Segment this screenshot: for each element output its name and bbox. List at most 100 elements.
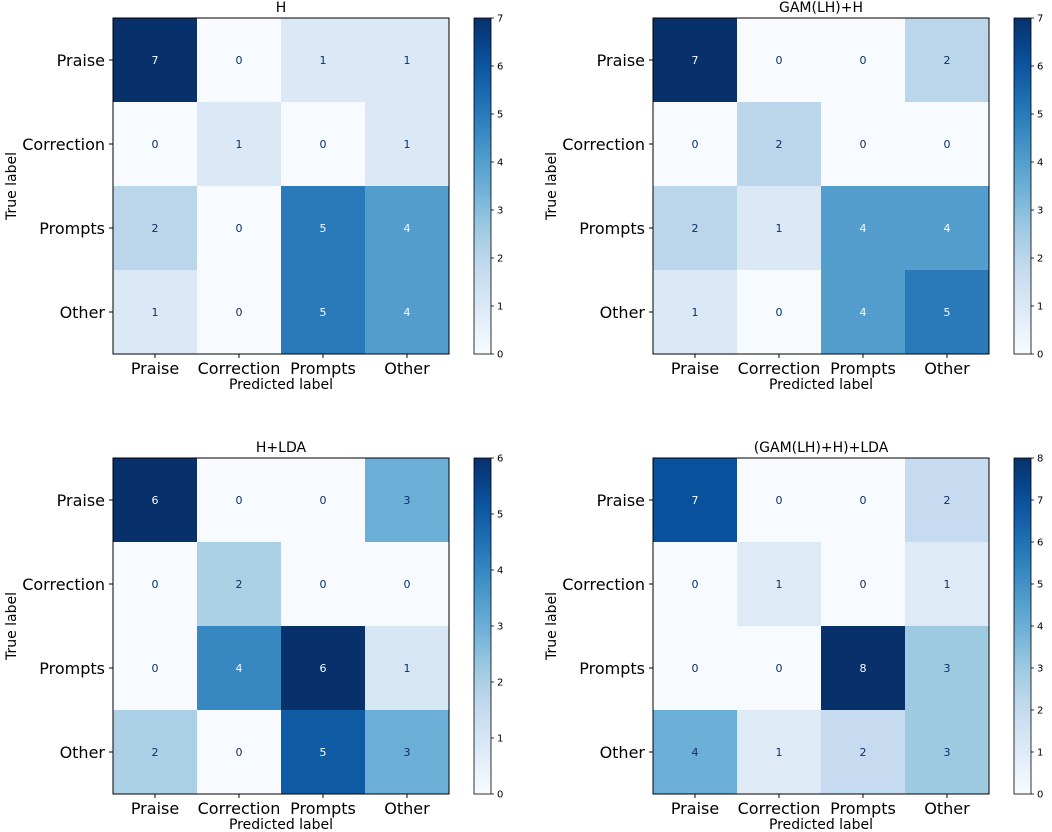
cell-value-label: 0 [692, 138, 699, 151]
cell-value-label: 1 [404, 138, 411, 151]
cell-value-label: 3 [404, 494, 411, 507]
y-tick-label: Praise [57, 51, 105, 70]
matrix-cell [905, 626, 990, 711]
matrix-cell [905, 542, 990, 627]
panel-title: GAM(LH)+H [779, 0, 863, 16]
y-tick-label: Correction [22, 575, 105, 594]
cell-value-label: 4 [404, 306, 411, 319]
cell-value-label: 5 [320, 222, 327, 235]
x-tick-label: Praise [671, 359, 719, 378]
colorbar-tick-label: 3 [497, 622, 503, 633]
matrix-cell [905, 710, 990, 795]
x-tick-label: Prompts [830, 799, 896, 818]
y-tick-label: Praise [597, 491, 645, 510]
colorbar-tick-label: 6 [497, 62, 503, 73]
axes-frame [652, 457, 990, 795]
cell-value-label: 1 [776, 222, 783, 235]
y-axis-label: True label [544, 592, 560, 661]
cell-value-label: 5 [320, 746, 327, 759]
cell-value-label: 4 [236, 662, 243, 675]
matrix-cell [737, 186, 822, 271]
colorbar-tick-label: 3 [1037, 664, 1043, 675]
matrix-cell [653, 18, 738, 103]
y-axis-label: True label [4, 592, 20, 661]
cell-value-label: 4 [860, 222, 867, 235]
x-tick-label: Praise [671, 799, 719, 818]
cell-value-label: 6 [152, 494, 159, 507]
cell-value-label: 5 [320, 306, 327, 319]
matrix-cell [197, 458, 282, 543]
matrix-cell [113, 102, 198, 187]
matrix-cell [365, 186, 450, 271]
colorbar-tick-label: 2 [497, 254, 503, 265]
matrix-cell [281, 458, 366, 543]
matrix-cell [737, 18, 822, 103]
colorbar-tick-label: 1 [497, 734, 503, 745]
cell-value-label: 7 [152, 54, 159, 67]
matrix-cell [737, 710, 822, 795]
cell-value-label: 0 [152, 578, 159, 591]
x-tick-label: Other [384, 359, 430, 378]
matrix-cell [197, 710, 282, 795]
x-axis-label: Predicted label [229, 377, 333, 393]
matrix-cell [281, 270, 366, 355]
cell-value-label: 1 [236, 138, 243, 151]
y-tick-label: Other [600, 743, 646, 762]
x-tick-label: Prompts [290, 359, 356, 378]
matrix-cell [197, 626, 282, 711]
cell-value-label: 0 [692, 578, 699, 591]
matrix-cell [737, 102, 822, 187]
matrix-cell [113, 542, 198, 627]
colorbar-tick-label: 8 [1037, 454, 1043, 465]
x-axis-label: Predicted label [229, 817, 333, 832]
y-tick-label: Prompts [579, 659, 645, 678]
cell-value-label: 0 [152, 662, 159, 675]
y-axis-label: True label [4, 152, 20, 221]
cell-value-label: 0 [236, 222, 243, 235]
matrix-cell [905, 458, 990, 543]
cell-value-label: 3 [404, 746, 411, 759]
matrix-cell [281, 18, 366, 103]
y-tick-label: Other [600, 303, 646, 322]
colorbar-tick-label: 1 [1037, 748, 1043, 759]
colorbar-tick-label: 0 [1037, 790, 1043, 801]
cell-value-label: 1 [404, 54, 411, 67]
axes-frame [112, 457, 450, 795]
matrix-cell [113, 270, 198, 355]
matrix-cell [365, 542, 450, 627]
cell-value-label: 7 [692, 54, 699, 67]
cell-value-label: 2 [944, 54, 951, 67]
matrix-cell [281, 710, 366, 795]
cell-value-label: 6 [320, 662, 327, 675]
colorbar-tick-label: 6 [1037, 62, 1043, 73]
matrix-cell [365, 18, 450, 103]
matrix-cell [905, 102, 990, 187]
matrix-cell [365, 626, 450, 711]
y-tick-label: Praise [57, 491, 105, 510]
confusion-matrix-panel-3: 6 0 0 3 0 2 0 0 0 4 6 1 2 0 5 3 H+LDA Praise Praise Correct… [4, 440, 503, 832]
colorbar [473, 457, 492, 795]
x-tick-label: Praise [131, 359, 179, 378]
cell-value-label: 1 [776, 578, 783, 591]
x-tick-label: Correction [198, 359, 281, 378]
matrix-cell [905, 270, 990, 355]
matrix-cell [365, 102, 450, 187]
matrix-cell [113, 626, 198, 711]
matrix-cell [197, 270, 282, 355]
cell-value-label: 0 [152, 138, 159, 151]
panel-title: (GAM(LH)+H)+LDA [754, 440, 889, 456]
cell-value-label: 0 [404, 578, 411, 591]
y-tick-label: Prompts [39, 219, 105, 238]
cell-value-label: 0 [692, 662, 699, 675]
cell-value-label: 2 [860, 746, 867, 759]
x-tick-label: Other [924, 359, 970, 378]
cell-value-label: 7 [692, 494, 699, 507]
colorbar-tick-label: 2 [497, 678, 503, 689]
colorbar-tick-label: 4 [1037, 158, 1043, 169]
cell-value-label: 8 [860, 662, 867, 675]
colorbar-tick-label: 3 [1037, 206, 1043, 217]
matrix-cell [365, 458, 450, 543]
cell-value-label: 3 [944, 746, 951, 759]
colorbar [1013, 17, 1032, 355]
